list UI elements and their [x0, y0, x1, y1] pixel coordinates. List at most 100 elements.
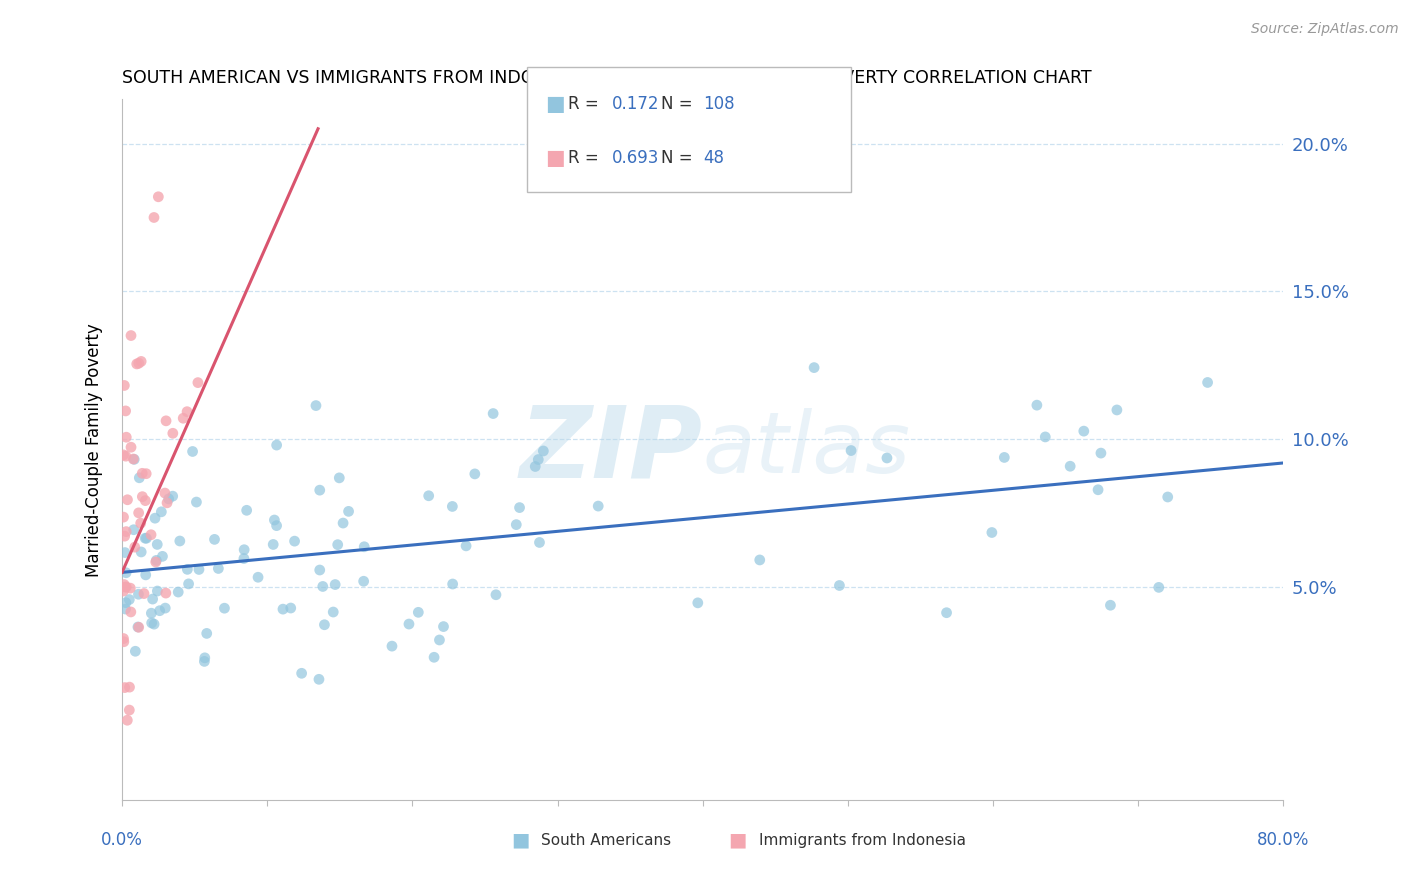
Point	[153, 486, 176, 500]
Point	[686, 596, 709, 610]
Point	[143, 511, 166, 525]
Text: atlas: atlas	[703, 409, 911, 491]
Point	[308, 563, 330, 577]
Point	[482, 407, 505, 421]
Point	[1073, 424, 1095, 438]
Point	[139, 527, 162, 541]
Point	[381, 639, 404, 653]
Text: South Americans: South Americans	[541, 833, 671, 847]
Point	[134, 531, 156, 545]
Point	[408, 605, 430, 619]
Point	[125, 357, 148, 371]
Point	[162, 426, 184, 441]
Point	[1197, 376, 1219, 390]
Point	[485, 588, 508, 602]
Point	[280, 601, 302, 615]
Point	[505, 517, 527, 532]
Point	[112, 510, 135, 524]
Point	[145, 555, 167, 569]
Point	[127, 587, 149, 601]
Point	[271, 602, 294, 616]
Point	[128, 506, 150, 520]
Point	[432, 619, 454, 633]
Point	[441, 577, 464, 591]
Point	[112, 632, 135, 646]
Point	[586, 499, 609, 513]
Point	[1059, 459, 1081, 474]
Point	[128, 620, 150, 634]
Point	[135, 531, 157, 545]
Point	[188, 562, 211, 576]
Point	[114, 529, 136, 543]
Point	[308, 483, 330, 498]
Text: Source: ZipAtlas.com: Source: ZipAtlas.com	[1251, 22, 1399, 37]
Point	[129, 516, 152, 531]
Point	[141, 615, 163, 630]
Point	[114, 602, 136, 616]
Point	[122, 452, 145, 467]
Text: 80.0%: 80.0%	[1257, 831, 1309, 849]
Point	[117, 492, 139, 507]
Point	[114, 545, 136, 559]
Point	[169, 534, 191, 549]
Point	[353, 574, 375, 589]
Point	[155, 601, 177, 615]
Point	[1087, 483, 1109, 497]
Point	[935, 606, 957, 620]
Point	[1157, 490, 1180, 504]
Point	[115, 524, 138, 539]
Point	[1090, 446, 1112, 460]
Point	[152, 549, 174, 564]
Point	[186, 495, 208, 509]
Point	[266, 518, 288, 533]
Point	[128, 471, 150, 485]
Point	[232, 551, 254, 566]
Point	[803, 360, 825, 375]
Point	[187, 376, 209, 390]
Point	[464, 467, 486, 481]
Point	[129, 545, 152, 559]
Point	[135, 567, 157, 582]
Point	[235, 503, 257, 517]
Point	[141, 606, 163, 620]
Point	[332, 516, 354, 530]
Text: R =: R =	[568, 149, 605, 168]
Point	[120, 581, 142, 595]
Point	[112, 577, 135, 591]
Point	[181, 444, 204, 458]
Point	[531, 444, 554, 458]
Point	[134, 493, 156, 508]
Point	[122, 452, 145, 467]
Point	[118, 680, 141, 694]
Text: R =: R =	[568, 95, 605, 112]
Point	[195, 626, 218, 640]
Point	[114, 681, 136, 695]
Point	[176, 562, 198, 576]
Point	[120, 605, 142, 619]
Point	[312, 579, 335, 593]
Point	[128, 356, 150, 370]
Point	[131, 467, 153, 481]
Point	[398, 617, 420, 632]
Point	[115, 566, 138, 580]
Point	[127, 620, 149, 634]
Point	[263, 513, 285, 527]
Point	[429, 632, 451, 647]
Text: ■: ■	[546, 94, 565, 114]
Point	[1147, 581, 1170, 595]
Point	[207, 561, 229, 575]
Text: ■: ■	[728, 830, 747, 850]
Point	[114, 404, 136, 418]
Point	[149, 604, 172, 618]
Point	[145, 553, 167, 567]
Point	[157, 491, 180, 506]
Text: ■: ■	[546, 148, 565, 169]
Point	[143, 617, 166, 632]
Point	[291, 666, 314, 681]
Text: ZIP: ZIP	[520, 401, 703, 498]
Point	[308, 673, 330, 687]
Point	[839, 443, 862, 458]
Point	[194, 650, 217, 665]
Point	[1025, 398, 1047, 412]
Point	[142, 592, 165, 607]
